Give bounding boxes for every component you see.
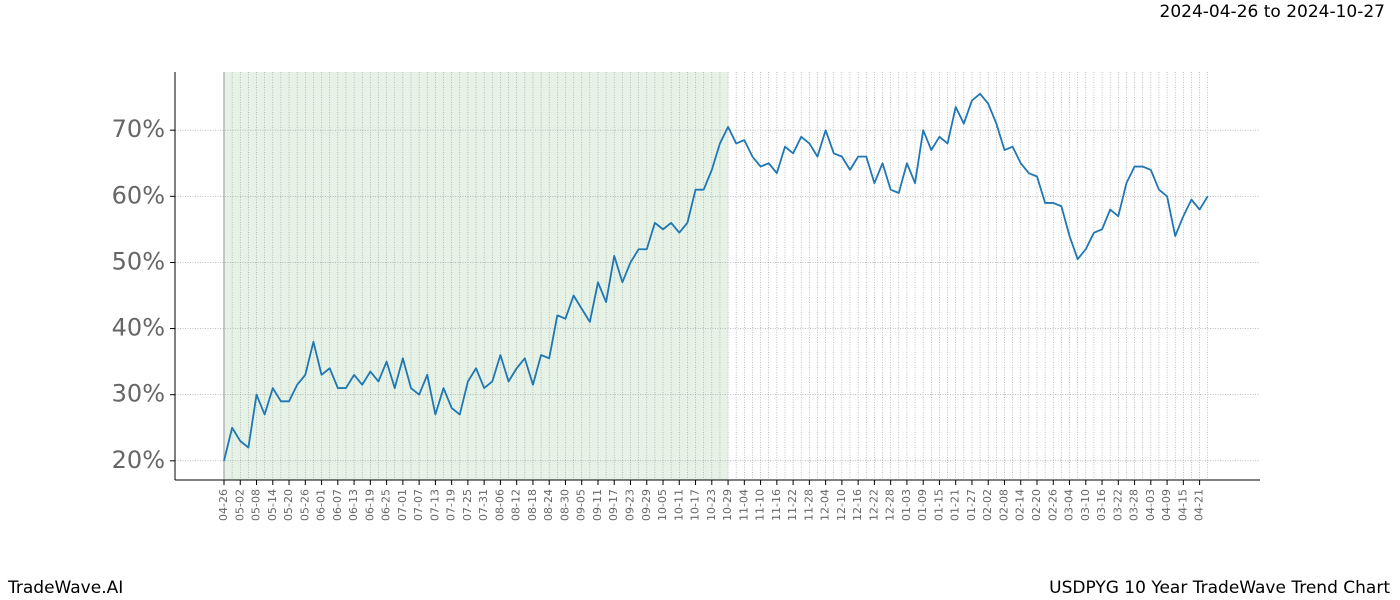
x-tick-label: 09-11	[591, 489, 604, 521]
x-tick-label: 07-01	[396, 489, 409, 521]
x-tick-label: 05-26	[298, 489, 311, 521]
x-tick-label: 08-24	[542, 489, 555, 521]
x-tick-label: 10-05	[656, 489, 669, 521]
x-tick-label: 03-10	[1079, 489, 1092, 521]
x-tick-label: 02-26	[1046, 489, 1059, 521]
x-tick-label: 05-08	[250, 489, 263, 521]
x-tick-label: 04-26	[217, 489, 230, 521]
x-tick-label: 12-28	[884, 489, 897, 521]
x-tick-label: 04-15	[1176, 489, 1189, 521]
x-tick-label: 12-22	[867, 489, 880, 521]
chart-title: USDPYG 10 Year TradeWave Trend Chart	[1049, 578, 1390, 598]
data-line	[223, 92, 1209, 462]
x-tick-label: 02-20	[1030, 489, 1043, 521]
x-tick-label: 08-18	[526, 489, 539, 521]
x-tick-label: 01-09	[916, 489, 929, 521]
y-tick-label: 70%	[112, 115, 165, 143]
x-tick-label: 12-04	[819, 489, 832, 521]
x-tick-label: 09-05	[575, 489, 588, 521]
x-tick-label: 11-16	[770, 489, 783, 521]
x-tick-label: 09-29	[640, 489, 653, 521]
chart-subtitle: 2024-04-26 to 2024-10-27	[1160, 2, 1385, 22]
x-tick-label: 02-02	[981, 489, 994, 521]
x-tick-label: 12-10	[835, 489, 848, 521]
x-tick-label: 07-07	[412, 489, 425, 521]
x-tick-label: 03-28	[1128, 489, 1141, 521]
x-tick-label: 01-21	[949, 489, 962, 521]
x-tick-label: 11-04	[737, 489, 750, 521]
x-tick-label: 01-15	[932, 489, 945, 521]
x-tick-label: 11-10	[754, 489, 767, 521]
x-tick-label: 04-21	[1193, 489, 1206, 521]
x-tick-label: 05-14	[266, 489, 279, 521]
x-tick-label: 11-22	[786, 489, 799, 521]
x-tick-label: 10-23	[705, 489, 718, 521]
y-tick-label: 20%	[112, 446, 165, 474]
x-tick-label: 10-29	[721, 489, 734, 521]
x-tick-label: 11-28	[802, 489, 815, 521]
x-tick-label: 08-30	[558, 489, 571, 521]
x-tick-label: 07-31	[477, 489, 490, 521]
x-tick-label: 05-20	[282, 489, 295, 521]
y-tick-label: 30%	[112, 380, 165, 408]
x-tick-label: 05-02	[233, 489, 246, 521]
x-tick-label: 01-27	[965, 489, 978, 521]
x-tick-label: 06-19	[363, 489, 376, 521]
x-tick-label: 08-06	[493, 489, 506, 521]
x-tick-label: 03-22	[1111, 489, 1124, 521]
y-tick-label: 60%	[112, 181, 165, 209]
x-tick-label: 01-03	[900, 489, 913, 521]
x-tick-label: 09-23	[624, 489, 637, 521]
y-tick-label: 40%	[112, 314, 165, 342]
x-tick-label: 02-14	[1014, 489, 1027, 521]
x-tick-label: 09-17	[607, 489, 620, 521]
x-tick-label: 03-16	[1095, 489, 1108, 521]
highlight-band	[224, 72, 729, 480]
x-tick-label: 02-08	[997, 489, 1010, 521]
x-tick-label: 06-01	[315, 489, 328, 521]
x-tick-label: 10-17	[689, 489, 702, 521]
x-tick-label: 10-11	[672, 489, 685, 521]
x-tick-label: 03-04	[1063, 489, 1076, 521]
x-tick-label: 04-03	[1144, 489, 1157, 521]
x-tick-label: 07-13	[428, 489, 441, 521]
x-tick-label: 12-16	[851, 489, 864, 521]
x-tick-label: 04-09	[1160, 489, 1173, 521]
brand: TradeWave.AI	[7, 578, 123, 598]
x-tick-label: 07-19	[445, 489, 458, 521]
x-tick-label: 08-12	[510, 489, 523, 521]
y-tick-label: 50%	[112, 247, 165, 275]
x-tick-label: 06-13	[347, 489, 360, 521]
x-tick-label: 06-25	[380, 489, 393, 521]
x-tick-label: 06-07	[331, 489, 344, 521]
x-tick-label: 07-25	[461, 489, 474, 521]
